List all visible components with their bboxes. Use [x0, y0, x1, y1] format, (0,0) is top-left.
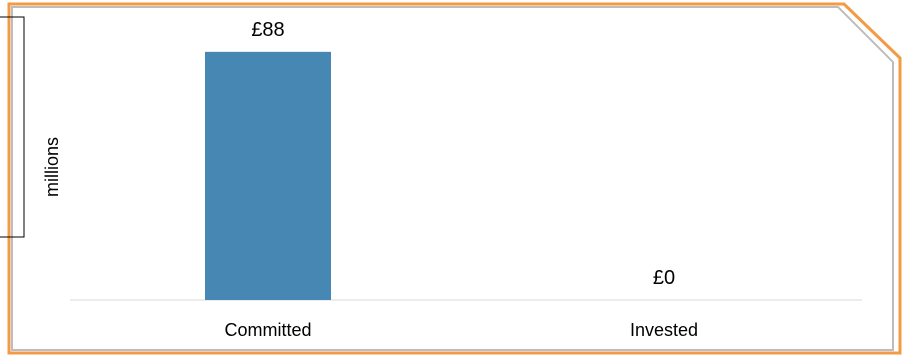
left-bracket	[0, 16, 25, 238]
chart-frame	[7, 2, 902, 355]
frame-shadow	[11, 6, 894, 351]
bar-committed	[205, 51, 331, 301]
data-label-committed: £88	[251, 19, 284, 41]
data-label-invested: £0	[653, 267, 675, 289]
y-axis-label: millions	[42, 137, 62, 197]
x-tick-label-committed: Committed	[224, 320, 311, 340]
x-tick-label-invested: Invested	[630, 320, 698, 340]
